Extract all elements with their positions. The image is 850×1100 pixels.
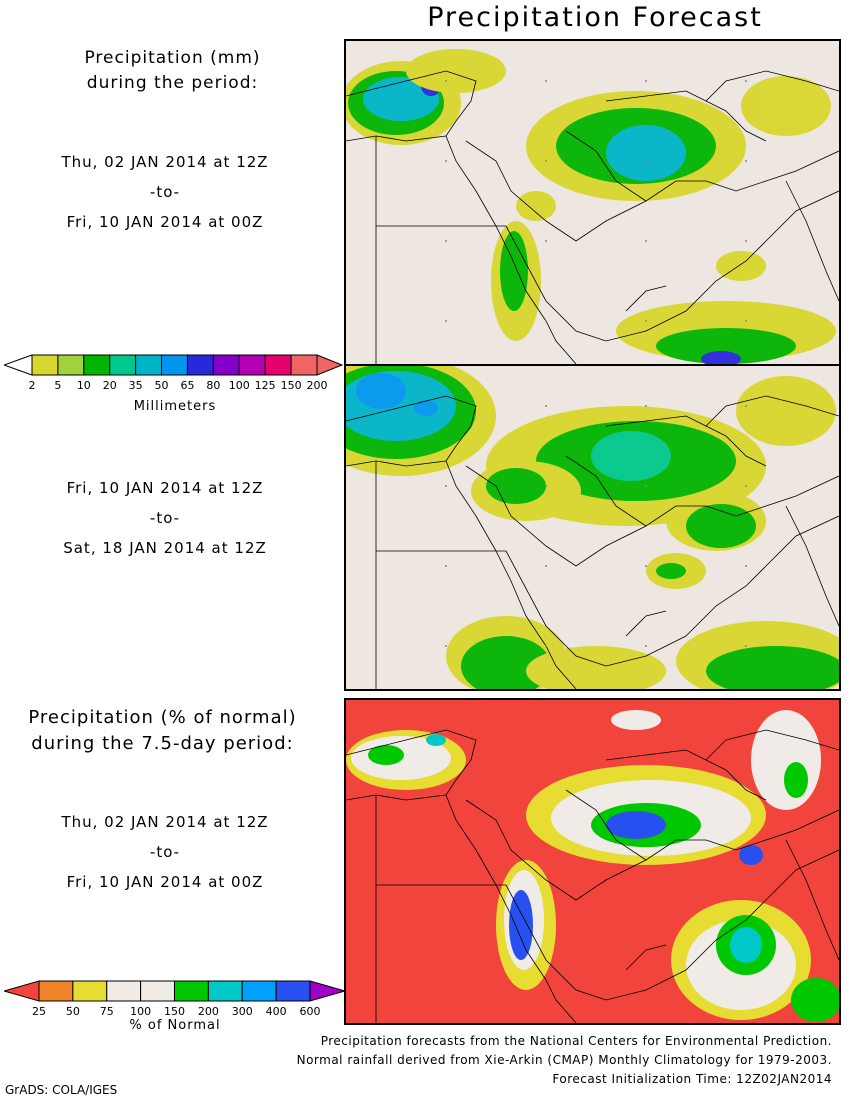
percent-colorbar	[4, 980, 347, 1002]
mm-colorbar-tick-label: 200	[306, 379, 328, 392]
mm-colorbar-tick-label: 125	[254, 379, 276, 392]
mm-colorbar-tick-label: 80	[206, 379, 221, 392]
mm-colorbar-cell	[83, 354, 111, 376]
footer-credits: Precipitation forecasts from the Nationa…	[297, 1032, 832, 1089]
mm-colorbar-cell	[238, 354, 266, 376]
grid-dots	[445, 80, 747, 322]
mm-colorbar-tick-label: 150	[280, 379, 302, 392]
percent-colorbar-title: % of Normal	[129, 1018, 221, 1033]
panel1-heading-line2: during the period:	[86, 73, 259, 93]
precip-map-week1	[344, 39, 841, 366]
percent-colorbar-tick-label: 100	[130, 1005, 152, 1018]
panel2-end-date: Sat, 18 JAN 2014 at 12Z	[63, 539, 267, 557]
panel1-separator: -to-	[149, 183, 181, 201]
mm-colorbar-cell	[212, 354, 240, 376]
panel3-end-date: Fri, 10 JAN 2014 at 00Z	[66, 873, 264, 891]
mm-colorbar-cell	[57, 354, 85, 376]
country-borders	[346, 729, 839, 1023]
percent-colorbar-cell	[275, 980, 311, 1002]
percent-colorbar-cell	[106, 980, 142, 1002]
precip-shading	[346, 49, 836, 364]
mm-colorbar-low-arrow	[4, 354, 33, 376]
panel3-heading-line1: Precipitation (% of normal)	[28, 707, 297, 728]
percent-colorbar-high-arrow	[309, 980, 347, 1002]
percent-colorbar-low-arrow	[4, 980, 40, 1002]
mm-colorbar	[4, 354, 344, 376]
panel3-separator: -to-	[149, 843, 181, 861]
percent-colorbar-tick-label: 75	[99, 1005, 114, 1018]
country-borders	[346, 70, 839, 364]
percent-colorbar-tick-label: 150	[164, 1005, 185, 1018]
percent-colorbar-tick-label: 50	[65, 1005, 80, 1018]
mm-colorbar-cell	[109, 354, 137, 376]
percent-colorbar-cell	[38, 980, 74, 1002]
percent-normal-map	[344, 698, 841, 1025]
panel3-heading-line2: during the 7.5-day period:	[31, 733, 294, 754]
mm-colorbar-high-arrow	[316, 354, 344, 376]
mm-colorbar-cell	[186, 354, 214, 376]
mm-colorbar-tick-label: 50	[154, 379, 169, 392]
percent-colorbar-cell	[140, 980, 175, 1002]
percent-colorbar-tick-label: 25	[32, 1005, 46, 1018]
mm-colorbar-tick-label: 65	[180, 379, 195, 392]
panel1-start-date: Thu, 02 JAN 2014 at 12Z	[61, 153, 269, 171]
percent-colorbar-tick-label: 600	[299, 1005, 321, 1018]
grid-dots	[445, 405, 747, 647]
panel1-end-date: Fri, 10 JAN 2014 at 00Z	[66, 213, 264, 231]
mm-colorbar-tick-label: 100	[228, 379, 250, 392]
mm-colorbar-tick-label: 35	[128, 379, 143, 392]
mm-colorbar-title: Millimeters	[133, 399, 217, 414]
percent-colorbar-tick-label: 300	[231, 1005, 253, 1018]
panel1-heading-line1: Precipitation (mm)	[84, 48, 261, 68]
footer-line3: Forecast Initialization Time: 12Z02JAN20…	[552, 1072, 832, 1086]
precip-map-week2	[344, 364, 841, 691]
page-title: Precipitation Forecast	[427, 2, 763, 33]
percent-shading	[346, 710, 839, 1022]
panel2-separator: -to-	[149, 509, 181, 527]
mm-colorbar-tick-label: 20	[102, 379, 117, 392]
grads-credit: GrADS: COLA/IGES	[5, 1083, 118, 1097]
percent-colorbar-cell	[72, 980, 108, 1002]
footer-line1: Precipitation forecasts from the Nationa…	[320, 1034, 832, 1048]
percent-colorbar-tick-label: 400	[265, 1005, 287, 1018]
mm-colorbar-cell	[31, 354, 59, 376]
mm-colorbar-cell	[264, 354, 292, 376]
mm-colorbar-cell	[290, 354, 318, 376]
panel3-start-date: Thu, 02 JAN 2014 at 12Z	[61, 813, 269, 831]
country-borders	[346, 395, 839, 689]
percent-colorbar-cell	[207, 980, 243, 1002]
percent-colorbar-cell	[174, 980, 209, 1002]
percent-colorbar-tick-label: 200	[197, 1005, 219, 1018]
mm-colorbar-labels: 2 5 10 20 35 50 65 80 100 125 150 200	[4, 379, 349, 393]
panel2-start-date: Fri, 10 JAN 2014 at 12Z	[66, 479, 264, 497]
mm-colorbar-cell	[135, 354, 163, 376]
percent-colorbar-labels: 25 50 75 100 150 200 300 400 600	[4, 1005, 349, 1019]
mm-colorbar-tick-label: 5	[54, 379, 62, 392]
percent-colorbar-cell	[241, 980, 277, 1002]
mm-colorbar-cell	[161, 354, 188, 376]
mm-colorbar-tick-label: 10	[76, 379, 91, 392]
footer-line2: Normal rainfall derived from Xie-Arkin (…	[296, 1053, 832, 1067]
mm-colorbar-tick-label: 2	[28, 379, 36, 392]
